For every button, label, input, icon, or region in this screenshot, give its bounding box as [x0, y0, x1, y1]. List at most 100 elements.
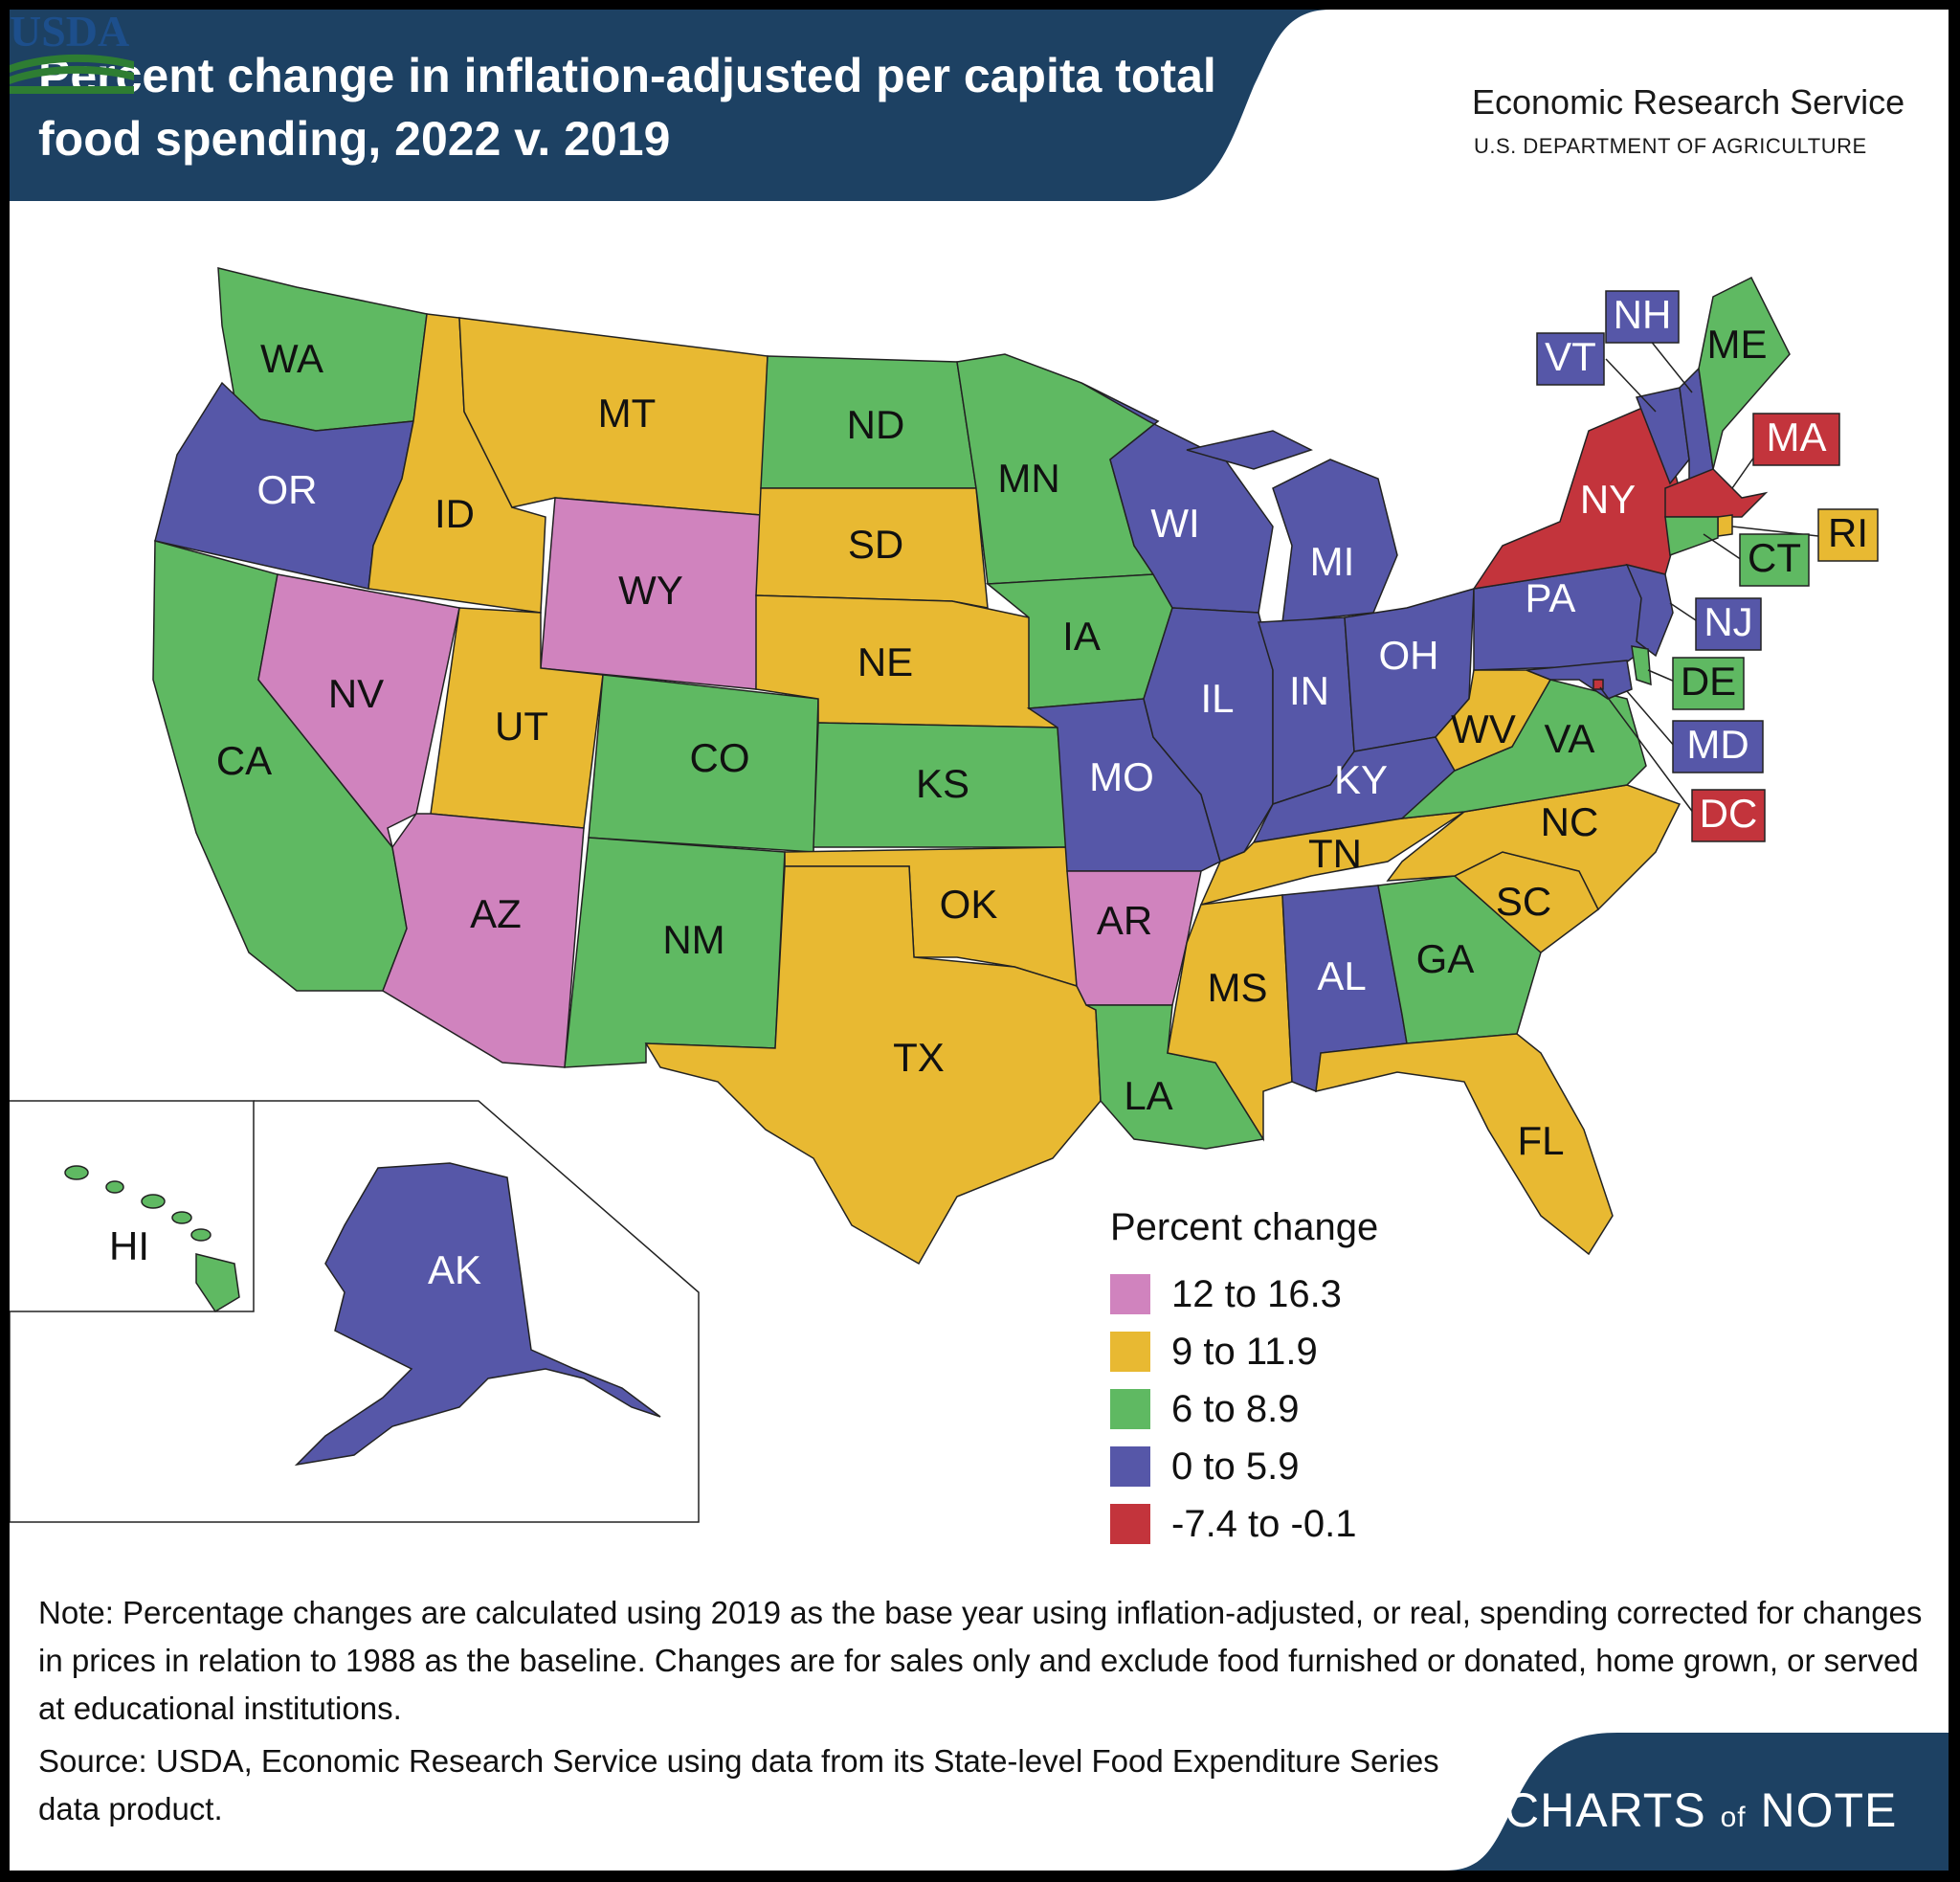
callout-label-RI: RI [1828, 510, 1868, 555]
callout-label-CT: CT [1748, 535, 1801, 580]
state-label-TX: TX [893, 1035, 945, 1080]
legend-item: 12 to 16.3 [1110, 1273, 1342, 1315]
state-label-NC: NC [1541, 799, 1599, 844]
state-label-SD: SD [848, 522, 903, 567]
state-label-NV: NV [328, 671, 384, 716]
usda-logo: USDA [10, 10, 134, 94]
legend-label: 0 to 5.9 [1171, 1445, 1300, 1488]
callout-box-MD [1672, 720, 1764, 773]
alaska-inset-frame [10, 1100, 700, 1523]
state-label-KS: KS [916, 761, 969, 806]
state-label-KY: KY [1334, 757, 1388, 802]
state-label-PA: PA [1526, 575, 1576, 620]
legend-label: 12 to 16.3 [1171, 1272, 1342, 1315]
state-label-MN: MN [997, 456, 1059, 501]
state-label-CO: CO [690, 735, 750, 780]
legend-item: -7.4 to -0.1 [1110, 1503, 1356, 1545]
header-banner: Percent change in inflation-adjusted per… [10, 10, 1949, 220]
state-label-FL: FL [1517, 1118, 1564, 1163]
legend-swatch [1110, 1332, 1150, 1372]
footnote: Note: Percentage changes are calculated … [38, 1595, 1923, 1726]
callout-box-MA [1752, 413, 1840, 466]
state-label-MS: MS [1208, 965, 1268, 1010]
legend-swatch [1110, 1446, 1150, 1487]
legend-swatch [1110, 1389, 1150, 1429]
state-label-CA: CA [216, 738, 272, 783]
chart-title: Percent change in inflation-adjusted per… [38, 49, 1216, 166]
state-label-WY: WY [618, 568, 683, 613]
source-note: Source: USDA, Economic Research Service … [38, 1743, 1439, 1826]
brand-prefix: CHARTS [1504, 1783, 1706, 1837]
state-label-NM: NM [662, 917, 724, 962]
callout-label-DE: DE [1681, 659, 1736, 704]
state-label-IL: IL [1200, 676, 1234, 721]
callout-box-CT [1739, 533, 1810, 587]
state-label-MT: MT [598, 391, 657, 436]
usda-logo-text: USDA [10, 10, 129, 56]
state-label-ID: ID [434, 491, 475, 536]
callout-box-NJ [1695, 597, 1762, 651]
callout-box-VT [1536, 332, 1605, 386]
legend-label: -7.4 to -0.1 [1171, 1502, 1357, 1545]
callout-label-NH: NH [1614, 292, 1672, 337]
us-choropleth-map: WA OR CA ID NV MT WY UT AZ CO NM ND SD N… [10, 267, 1879, 1523]
brand-of: of [1720, 1802, 1747, 1833]
state-DC [1592, 679, 1604, 690]
state-label-WI: WI [1150, 501, 1199, 546]
state-label-NE: NE [858, 639, 913, 684]
state-label-LA: LA [1124, 1073, 1172, 1118]
callout-box-DC [1691, 789, 1766, 842]
state-AK [294, 1162, 661, 1467]
legend-label: 9 to 11.9 [1171, 1330, 1318, 1373]
state-label-SC: SC [1496, 879, 1551, 924]
state-label-ND: ND [847, 402, 905, 447]
legend-title: Percent change [1110, 1206, 1379, 1248]
legend-swatch [1110, 1274, 1150, 1314]
callout-label-DC: DC [1700, 791, 1758, 836]
callout-label-VT: VT [1545, 334, 1596, 379]
agency-name: Economic Research Service [1472, 82, 1905, 122]
state-LA [1085, 1004, 1265, 1150]
state-HI [64, 1165, 240, 1313]
state-label-AL: AL [1317, 953, 1366, 998]
state-label-OR: OR [257, 467, 318, 512]
state-label-WV: WV [1451, 706, 1516, 751]
state-label-AZ: AZ [470, 891, 522, 936]
brand-suffix: NOTE [1760, 1783, 1898, 1837]
state-label-MI: MI [1310, 539, 1355, 584]
legend-item: 0 to 5.9 [1110, 1445, 1299, 1488]
legend-item: 9 to 11.9 [1110, 1331, 1318, 1373]
state-label-UT: UT [495, 704, 548, 749]
state-label-IN: IN [1289, 668, 1329, 713]
state-NJ [1625, 563, 1674, 658]
legend-item: 6 to 8.9 [1110, 1388, 1299, 1430]
state-label-OH: OH [1379, 633, 1439, 678]
state-label-HI: HI [109, 1223, 149, 1268]
callout-box-DE [1672, 657, 1745, 710]
state-label-ME: ME [1707, 322, 1768, 367]
hawaii-inset-frame [10, 1100, 255, 1312]
header-background [10, 10, 1330, 201]
state-MI [1186, 430, 1398, 623]
callout-box-RI [1817, 508, 1879, 562]
state-label-GA: GA [1416, 936, 1475, 981]
state-label-TN: TN [1308, 831, 1362, 876]
state-label-VA: VA [1545, 716, 1595, 761]
state-RI [1717, 514, 1733, 537]
state-DE [1631, 645, 1652, 686]
charts-of-note-logo: CHARTS of NOTE [1504, 1782, 1897, 1838]
callout-labels: VT NH MA RI CT NJ DE MD DC [1536, 290, 1879, 842]
state-labels: WA OR CA ID NV MT WY UT AZ CO NM ND SD N… [109, 322, 1768, 1292]
chart-frame: Percent change in inflation-adjusted per… [10, 10, 1949, 1871]
state-label-AR: AR [1097, 898, 1152, 943]
state-label-MO: MO [1089, 754, 1154, 799]
state-FL [1315, 1033, 1614, 1256]
state-label-WA: WA [260, 336, 323, 381]
state-AZ [382, 813, 585, 1068]
callout-label-MA: MA [1767, 414, 1827, 459]
callout-label-NJ: NJ [1704, 599, 1752, 644]
legend-label: 6 to 8.9 [1171, 1387, 1300, 1430]
legend-swatch [1110, 1504, 1150, 1544]
state-TX [644, 865, 1102, 1266]
department-name: U.S. DEPARTMENT OF AGRICULTURE [1474, 134, 1867, 158]
